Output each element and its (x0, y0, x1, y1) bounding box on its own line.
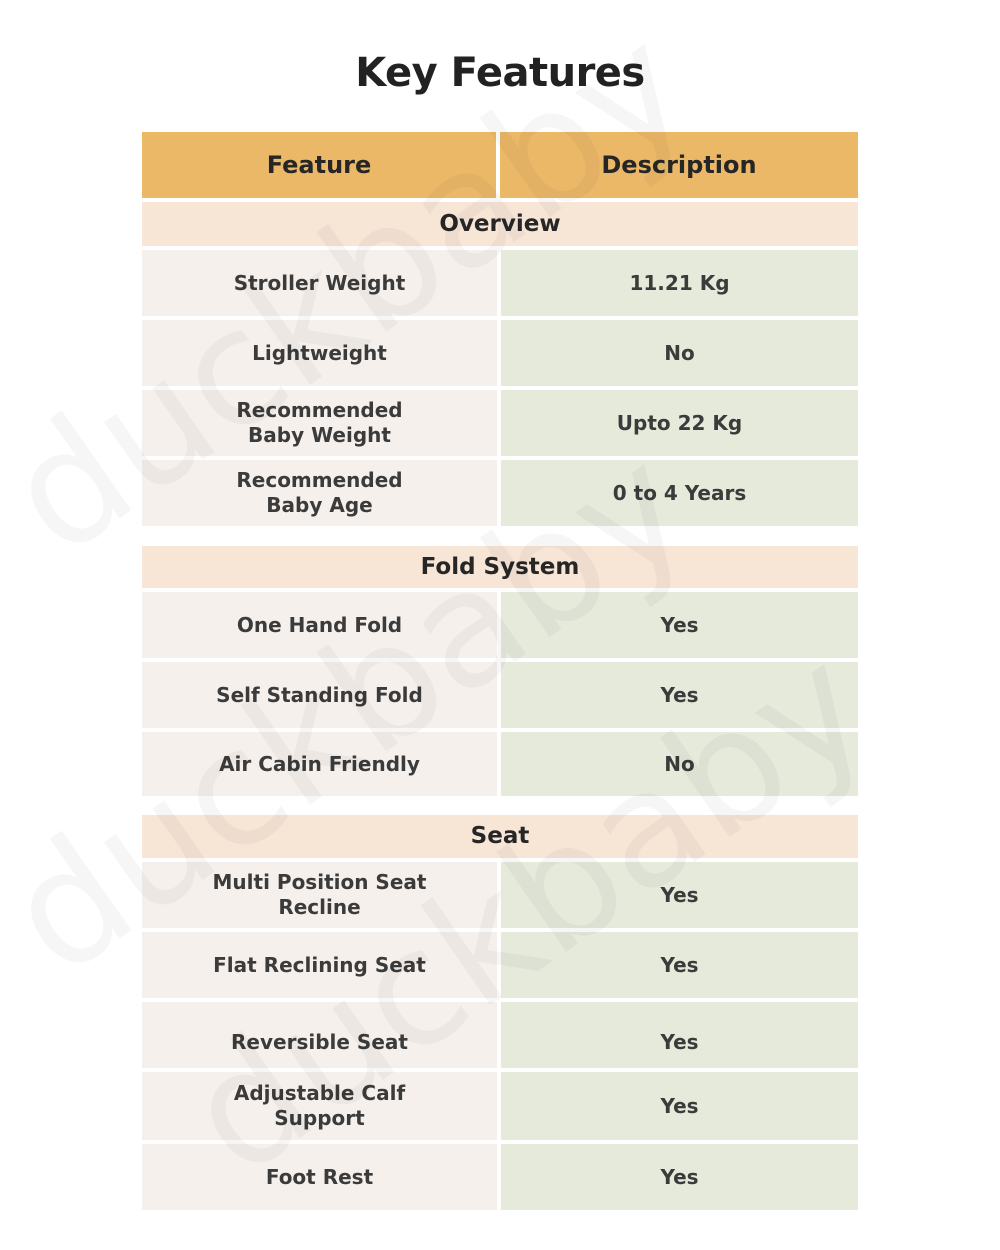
section-title: Fold System (142, 546, 858, 588)
page-title: Key Features (355, 50, 645, 96)
description-cell: Yes (501, 932, 858, 998)
description-cell: 0 to 4 Years (501, 460, 858, 526)
section-title: Seat (142, 815, 858, 858)
header-feature: Feature (142, 132, 496, 198)
description-cell: Yes (501, 1002, 858, 1068)
feature-cell: Flat Reclining Seat (142, 932, 497, 998)
feature-cell: Adjustable Calf Support (142, 1072, 497, 1140)
description-cell: Yes (501, 1072, 858, 1140)
description-cell: Yes (501, 1144, 858, 1210)
feature-cell: One Hand Fold (142, 592, 497, 658)
description-cell: 11.21 Kg (501, 250, 858, 316)
feature-cell: Recommended Baby Age (142, 460, 497, 526)
header-description: Description (500, 132, 858, 198)
feature-cell: Recommended Baby Weight (142, 390, 497, 456)
description-cell: No (501, 320, 858, 386)
description-cell: Upto 22 Kg (501, 390, 858, 456)
description-cell: Yes (501, 862, 858, 928)
feature-cell: Reversible Seat (142, 1002, 497, 1068)
feature-cell: Stroller Weight (142, 250, 497, 316)
feature-cell: Lightweight (142, 320, 497, 386)
description-cell: No (501, 732, 858, 796)
feature-cell: Air Cabin Friendly (142, 732, 497, 796)
description-cell: Yes (501, 662, 858, 728)
feature-cell: Multi Position Seat Recline (142, 862, 497, 928)
feature-cell: Self Standing Fold (142, 662, 497, 728)
description-cell: Yes (501, 592, 858, 658)
section-title: Overview (142, 202, 858, 246)
feature-cell: Foot Rest (142, 1144, 497, 1210)
